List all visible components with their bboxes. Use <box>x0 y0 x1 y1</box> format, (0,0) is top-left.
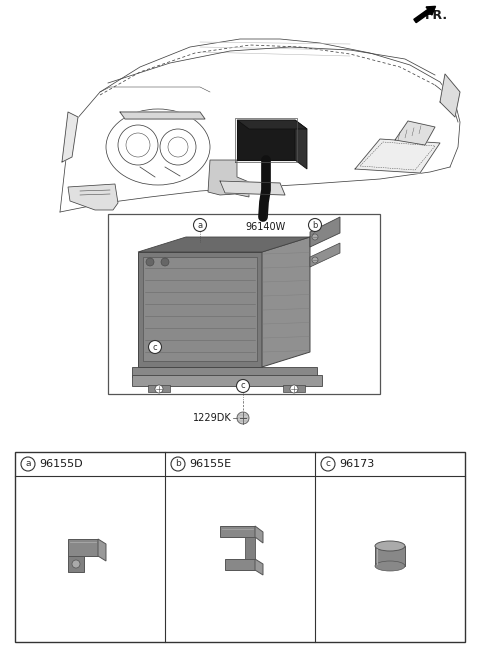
Text: c: c <box>325 459 331 468</box>
Polygon shape <box>132 375 322 386</box>
Ellipse shape <box>375 541 405 551</box>
Circle shape <box>321 457 335 471</box>
Circle shape <box>148 340 161 353</box>
Polygon shape <box>120 112 205 119</box>
Polygon shape <box>220 181 285 195</box>
Polygon shape <box>237 120 307 129</box>
Circle shape <box>193 219 206 231</box>
Bar <box>108 214 380 394</box>
Polygon shape <box>255 559 263 575</box>
Text: 96155D: 96155D <box>39 459 83 469</box>
Polygon shape <box>283 385 305 392</box>
Bar <box>15 452 465 642</box>
Circle shape <box>21 457 35 471</box>
Circle shape <box>161 258 169 266</box>
Ellipse shape <box>375 561 405 571</box>
Circle shape <box>237 380 250 392</box>
Polygon shape <box>310 217 340 247</box>
Polygon shape <box>62 112 78 162</box>
Circle shape <box>171 457 185 471</box>
Polygon shape <box>255 526 263 543</box>
FancyArrow shape <box>414 7 435 22</box>
Polygon shape <box>98 539 106 561</box>
Text: 1229DK: 1229DK <box>193 413 232 423</box>
Polygon shape <box>220 526 255 537</box>
Polygon shape <box>138 252 262 367</box>
Polygon shape <box>395 121 435 145</box>
Text: c: c <box>153 342 157 351</box>
Circle shape <box>309 219 322 231</box>
Circle shape <box>290 385 298 393</box>
Circle shape <box>312 234 318 240</box>
Text: c: c <box>240 382 245 390</box>
Circle shape <box>72 560 80 568</box>
Polygon shape <box>310 243 340 267</box>
Polygon shape <box>355 139 440 173</box>
Text: b: b <box>312 221 318 229</box>
Circle shape <box>237 412 249 424</box>
Text: a: a <box>197 221 203 229</box>
Text: 96155E: 96155E <box>189 459 231 469</box>
Polygon shape <box>295 120 307 169</box>
Polygon shape <box>148 385 170 392</box>
Text: 96140W: 96140W <box>246 222 286 232</box>
Text: b: b <box>175 459 181 468</box>
Polygon shape <box>68 184 118 210</box>
Polygon shape <box>68 539 98 556</box>
Polygon shape <box>262 237 310 367</box>
Circle shape <box>312 257 318 263</box>
Polygon shape <box>68 556 84 572</box>
Polygon shape <box>245 537 255 559</box>
Polygon shape <box>375 546 405 566</box>
Polygon shape <box>225 559 255 570</box>
Polygon shape <box>208 160 249 197</box>
Polygon shape <box>440 74 460 117</box>
Circle shape <box>155 385 163 393</box>
Polygon shape <box>132 367 317 377</box>
Text: a: a <box>25 459 31 468</box>
Polygon shape <box>138 237 310 252</box>
Circle shape <box>146 258 154 266</box>
Text: 96173: 96173 <box>339 459 374 469</box>
Text: FR.: FR. <box>425 9 448 22</box>
Polygon shape <box>143 257 257 361</box>
Polygon shape <box>237 120 295 160</box>
